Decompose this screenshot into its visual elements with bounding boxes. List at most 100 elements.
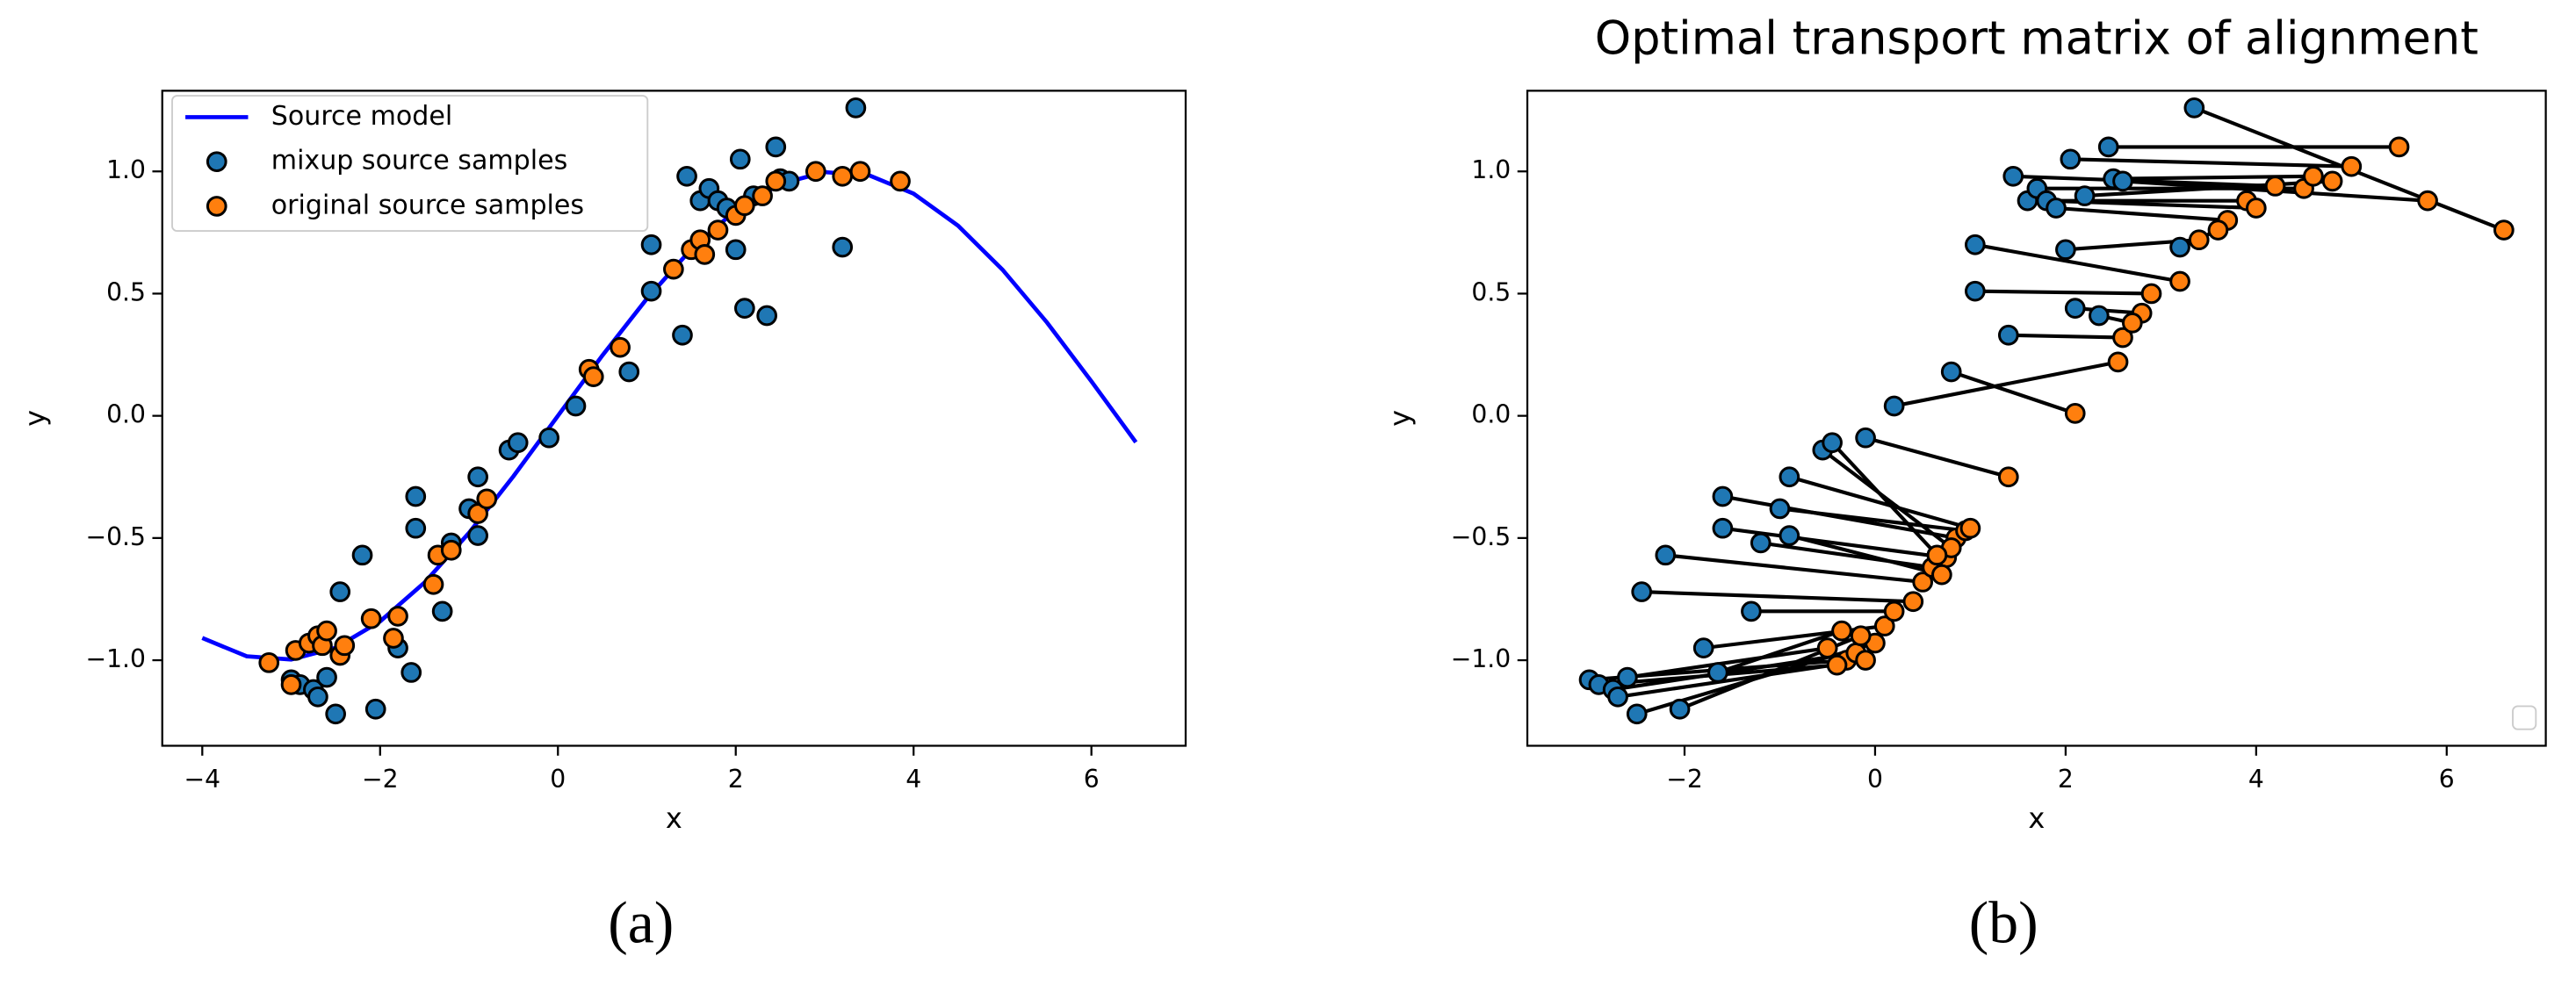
transport-line bbox=[2055, 205, 2228, 222]
x-tick-label: 6 bbox=[2439, 765, 2455, 794]
point bbox=[734, 298, 755, 319]
point bbox=[1926, 544, 1948, 566]
point bbox=[2064, 403, 2086, 424]
point bbox=[405, 485, 427, 507]
point bbox=[316, 666, 337, 688]
point bbox=[316, 620, 337, 642]
y-tick-label: 1.0 bbox=[1471, 155, 1511, 184]
point bbox=[1826, 654, 1848, 676]
point bbox=[672, 324, 693, 346]
point bbox=[329, 581, 351, 602]
point bbox=[307, 686, 328, 708]
point bbox=[325, 703, 347, 725]
transport-line bbox=[1642, 590, 1914, 604]
legend-swatch bbox=[206, 196, 227, 217]
transport-line bbox=[1717, 629, 1843, 674]
point bbox=[1831, 620, 1852, 642]
x-tick-label: −2 bbox=[362, 765, 399, 794]
y-tick-label: 0.5 bbox=[106, 277, 146, 306]
point bbox=[2046, 198, 2067, 219]
transport-line bbox=[1779, 507, 1966, 533]
transport-line bbox=[1974, 242, 2181, 284]
transport-line bbox=[1894, 360, 2118, 408]
x-tick-label: 2 bbox=[2058, 765, 2074, 794]
point bbox=[405, 517, 427, 539]
transport-line bbox=[2113, 174, 2313, 181]
legend-label: Source model bbox=[271, 101, 452, 132]
point bbox=[2140, 283, 2162, 305]
point bbox=[663, 258, 684, 280]
point bbox=[400, 662, 422, 683]
point bbox=[351, 544, 373, 566]
x-tick-label: 4 bbox=[906, 765, 921, 794]
plot-frame bbox=[161, 90, 1187, 747]
point bbox=[1931, 564, 1952, 586]
point bbox=[422, 573, 444, 595]
caption: (a) bbox=[608, 890, 674, 956]
point bbox=[431, 600, 453, 622]
point bbox=[2097, 136, 2119, 158]
point bbox=[2121, 313, 2143, 334]
point bbox=[467, 466, 488, 488]
point bbox=[565, 395, 587, 417]
legend-label: mixup source samples bbox=[271, 146, 567, 176]
point bbox=[2169, 270, 2190, 292]
legend-swatch bbox=[206, 151, 227, 173]
point bbox=[383, 628, 404, 649]
point bbox=[360, 608, 382, 629]
x-tick-label: 0 bbox=[550, 765, 566, 794]
point bbox=[2112, 327, 2133, 349]
transport-line bbox=[1865, 435, 2010, 479]
point bbox=[2055, 239, 2076, 261]
transport-line bbox=[1617, 658, 1866, 699]
point bbox=[2112, 170, 2133, 192]
point bbox=[2089, 305, 2110, 327]
point bbox=[2207, 219, 2229, 241]
point bbox=[765, 136, 787, 158]
point bbox=[729, 148, 751, 170]
point bbox=[2188, 229, 2210, 251]
point bbox=[2002, 165, 2024, 187]
point bbox=[752, 185, 773, 206]
point bbox=[1607, 686, 1628, 708]
point bbox=[334, 635, 356, 657]
point bbox=[1855, 650, 1876, 671]
point bbox=[1816, 637, 1838, 658]
point bbox=[707, 219, 729, 241]
point bbox=[890, 170, 911, 192]
transport-line bbox=[1627, 646, 1829, 679]
point bbox=[832, 236, 854, 258]
point bbox=[440, 539, 462, 561]
point bbox=[2321, 170, 2343, 192]
point bbox=[832, 165, 854, 187]
point bbox=[1873, 615, 1895, 636]
point bbox=[2264, 176, 2286, 197]
legend-label: original source samples bbox=[271, 190, 584, 220]
x-tick-label: −4 bbox=[184, 765, 221, 794]
x-tick-label: −2 bbox=[1666, 765, 1703, 794]
point bbox=[2169, 236, 2190, 258]
x-tick-label: 4 bbox=[2248, 765, 2264, 794]
point bbox=[1741, 600, 1762, 622]
point bbox=[1997, 466, 2019, 488]
point bbox=[725, 239, 747, 261]
x-tick-label: 6 bbox=[1084, 765, 1100, 794]
point bbox=[1779, 525, 1800, 546]
point bbox=[1850, 625, 1872, 647]
point bbox=[765, 170, 787, 192]
transport-line bbox=[1830, 441, 1938, 557]
point bbox=[2064, 298, 2086, 319]
point bbox=[1626, 703, 1648, 725]
point bbox=[1669, 698, 1691, 720]
transport-line bbox=[2084, 179, 2333, 198]
transport-line bbox=[1788, 475, 1971, 530]
point bbox=[1965, 280, 1986, 302]
point bbox=[2074, 185, 2096, 206]
point bbox=[538, 427, 559, 449]
x-axis-label: x bbox=[2028, 802, 2045, 835]
point bbox=[2303, 165, 2324, 187]
chart-title: Optimal transport matrix of alignment bbox=[1595, 12, 2479, 66]
y-tick-label: −1.0 bbox=[86, 644, 146, 673]
point bbox=[582, 366, 604, 387]
point bbox=[1883, 600, 1905, 622]
